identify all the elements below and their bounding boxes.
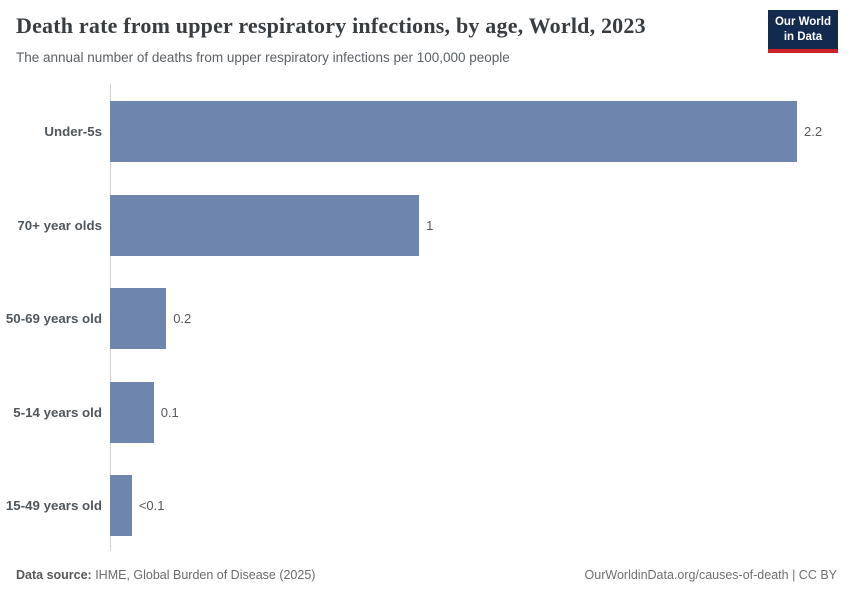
owid-logo-line-2: in Data [783, 30, 823, 43]
page-title: Death rate from upper respiratory infect… [16, 13, 646, 38]
value-label: 2.2 [804, 124, 823, 140]
owid-logo-line-1: Our World [774, 16, 831, 28]
page-subtitle: The annual number of deaths from upper r… [16, 50, 510, 65]
value-label: <0.1 [138, 498, 165, 514]
bar-row: Under-5s 2.2 [0, 85, 850, 179]
footer: Data source: IHME, Global Burden of Dise… [16, 568, 837, 582]
data-source-text: IHME, Global Burden of Disease (2025) [91, 568, 316, 582]
value-label: 1 [426, 217, 434, 233]
owid-logo[interactable]: Our World in Data [767, 10, 838, 53]
bar[interactable] [110, 101, 797, 163]
category-label: 15-49 years old [5, 498, 102, 514]
category-label: 50-69 years old [5, 311, 102, 327]
bar[interactable] [110, 194, 420, 256]
bar[interactable] [110, 288, 167, 350]
data-source-label: Data source: [16, 568, 92, 582]
value-label: 0.1 [160, 404, 179, 420]
bar[interactable] [110, 381, 154, 443]
attribution: OurWorldinData.org/causes-of-death | CC … [585, 568, 837, 582]
bar-row: 5-14 years old 0.1 [0, 366, 850, 460]
bar-row: 15-49 years old <0.1 [0, 459, 850, 553]
category-label: Under-5s [44, 124, 102, 140]
data-source: Data source: IHME, Global Burden of Dise… [16, 568, 315, 582]
bar[interactable] [110, 475, 132, 537]
bar-chart: Under-5s 2.2 70+ year olds 1 50-69 years old… [0, 84, 850, 553]
license-text: | CC BY [788, 568, 837, 582]
bar-row: 50-69 years old 0.2 [0, 272, 850, 366]
category-label: 70+ year olds [17, 217, 102, 233]
category-label: 5-14 years old [13, 404, 102, 420]
value-label: 0.2 [173, 311, 192, 327]
attribution-link[interactable]: OurWorldinData.org/causes-of-death [584, 568, 789, 582]
bar-row: 70+ year olds 1 [0, 179, 850, 273]
